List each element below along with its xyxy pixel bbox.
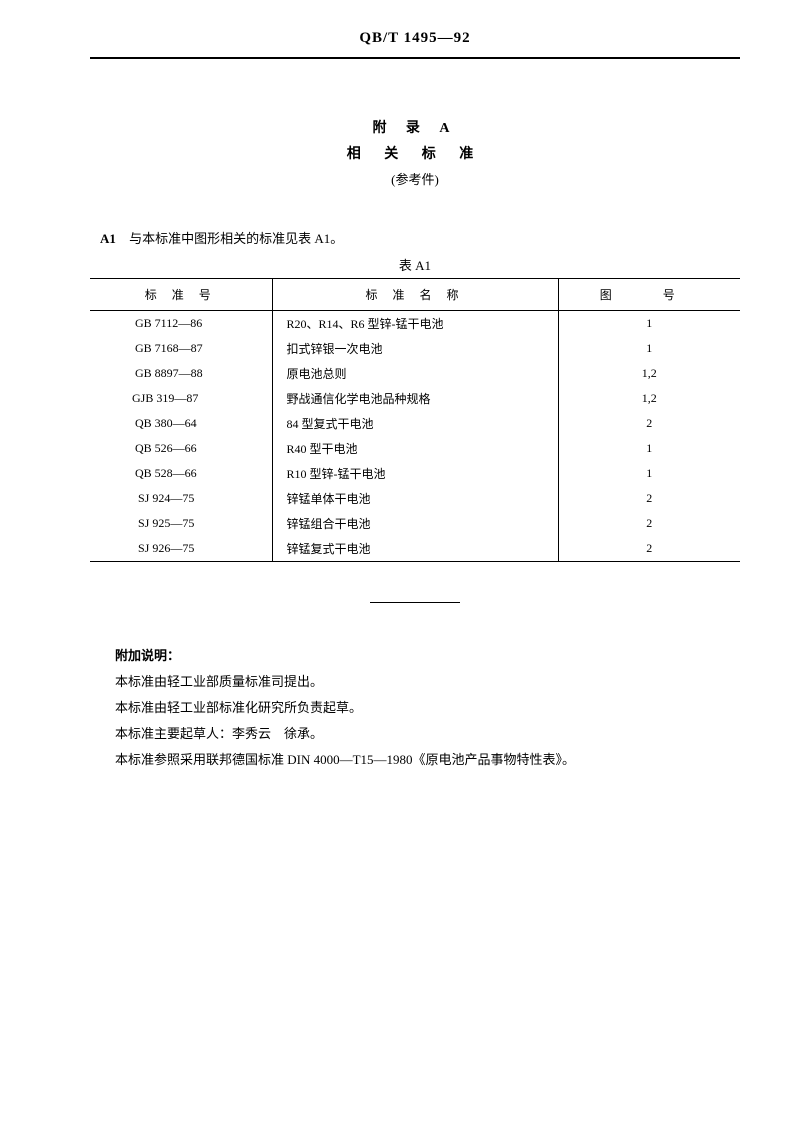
cell-figure-number: 1,2 <box>558 386 740 411</box>
table-header-row: 标 准 号 标 准 名 称 图 号 <box>90 279 740 311</box>
table-row: SJ 926—75锌锰复式干电池2 <box>90 536 740 562</box>
table-row: GB 8897—88原电池总则1,2 <box>90 361 740 386</box>
cell-standard-number: GJB 319—87 <box>90 386 272 411</box>
cell-standard-name: R20、R14、R6 型锌-锰干电池 <box>272 311 558 337</box>
cell-standard-name: 锌锰单体干电池 <box>272 486 558 511</box>
column-header-standard-number: 标 准 号 <box>90 279 272 311</box>
cell-standard-number: QB 380—64 <box>90 411 272 436</box>
additional-notes: 附加说明： 本标准由轻工业部质量标准司提出。本标准由轻工业部标准化研究所负责起草… <box>115 643 740 773</box>
column-header-figure-number: 图 号 <box>558 279 740 311</box>
cell-standard-number: GB 8897—88 <box>90 361 272 386</box>
notes-line: 本标准由轻工业部质量标准司提出。 <box>115 669 740 695</box>
table-caption: 表 A1 <box>90 255 740 274</box>
cell-figure-number: 1 <box>558 336 740 361</box>
cell-figure-number: 2 <box>558 536 740 562</box>
table-row: GB 7112—86R20、R14、R6 型锌-锰干电池1 <box>90 311 740 337</box>
cell-standard-name: 扣式锌银一次电池 <box>272 336 558 361</box>
document-number: QB/T 1495—92 <box>90 30 740 47</box>
cell-figure-number: 2 <box>558 511 740 536</box>
section-text: 与本标准中图形相关的标准见表 A1。 <box>129 231 343 246</box>
cell-standard-name: R10 型锌-锰干电池 <box>272 461 558 486</box>
cell-standard-number: GB 7168—87 <box>90 336 272 361</box>
cell-standard-name: 野战通信化学电池品种规格 <box>272 386 558 411</box>
cell-standard-number: GB 7112—86 <box>90 311 272 337</box>
cell-standard-number: SJ 924—75 <box>90 486 272 511</box>
cell-standard-number: QB 526—66 <box>90 436 272 461</box>
cell-standard-name: R40 型干电池 <box>272 436 558 461</box>
table-row: GB 7168—87扣式锌银一次电池1 <box>90 336 740 361</box>
cell-figure-number: 1 <box>558 461 740 486</box>
notes-heading: 附加说明： <box>115 643 740 669</box>
notes-line: 本标准由轻工业部标准化研究所负责起草。 <box>115 695 740 721</box>
notes-line: 本标准参照采用联邦德国标准 DIN 4000—T15—1980《原电池产品事物特… <box>115 747 740 773</box>
standards-table: 标 准 号 标 准 名 称 图 号 GB 7112—86R20、R14、R6 型… <box>90 278 740 562</box>
cell-standard-name: 84 型复式干电池 <box>272 411 558 436</box>
appendix-title: 附 录 A <box>90 117 740 137</box>
cell-standard-name: 锌锰组合干电池 <box>272 511 558 536</box>
section-divider <box>370 602 460 603</box>
appendix-note: (参考件) <box>90 169 740 188</box>
header-divider <box>90 57 740 59</box>
cell-figure-number: 2 <box>558 411 740 436</box>
table-row: QB 528—66R10 型锌-锰干电池1 <box>90 461 740 486</box>
appendix-subtitle: 相 关 标 准 <box>90 143 740 163</box>
cell-standard-number: SJ 925—75 <box>90 511 272 536</box>
cell-figure-number: 1,2 <box>558 361 740 386</box>
cell-figure-number: 1 <box>558 311 740 337</box>
cell-standard-name: 锌锰复式干电池 <box>272 536 558 562</box>
cell-figure-number: 2 <box>558 486 740 511</box>
cell-standard-number: SJ 926—75 <box>90 536 272 562</box>
column-header-standard-name: 标 准 名 称 <box>272 279 558 311</box>
notes-line: 本标准主要起草人：李秀云 徐承。 <box>115 721 740 747</box>
table-row: SJ 925—75锌锰组合干电池2 <box>90 511 740 536</box>
table-row: GJB 319—87野战通信化学电池品种规格1,2 <box>90 386 740 411</box>
section-a1: A1 与本标准中图形相关的标准见表 A1。 <box>100 228 740 247</box>
table-row: SJ 924—75锌锰单体干电池2 <box>90 486 740 511</box>
cell-standard-number: QB 528—66 <box>90 461 272 486</box>
table-row: QB 380—6484 型复式干电池2 <box>90 411 740 436</box>
section-label: A1 <box>100 231 116 246</box>
cell-standard-name: 原电池总则 <box>272 361 558 386</box>
cell-figure-number: 1 <box>558 436 740 461</box>
table-row: QB 526—66R40 型干电池1 <box>90 436 740 461</box>
